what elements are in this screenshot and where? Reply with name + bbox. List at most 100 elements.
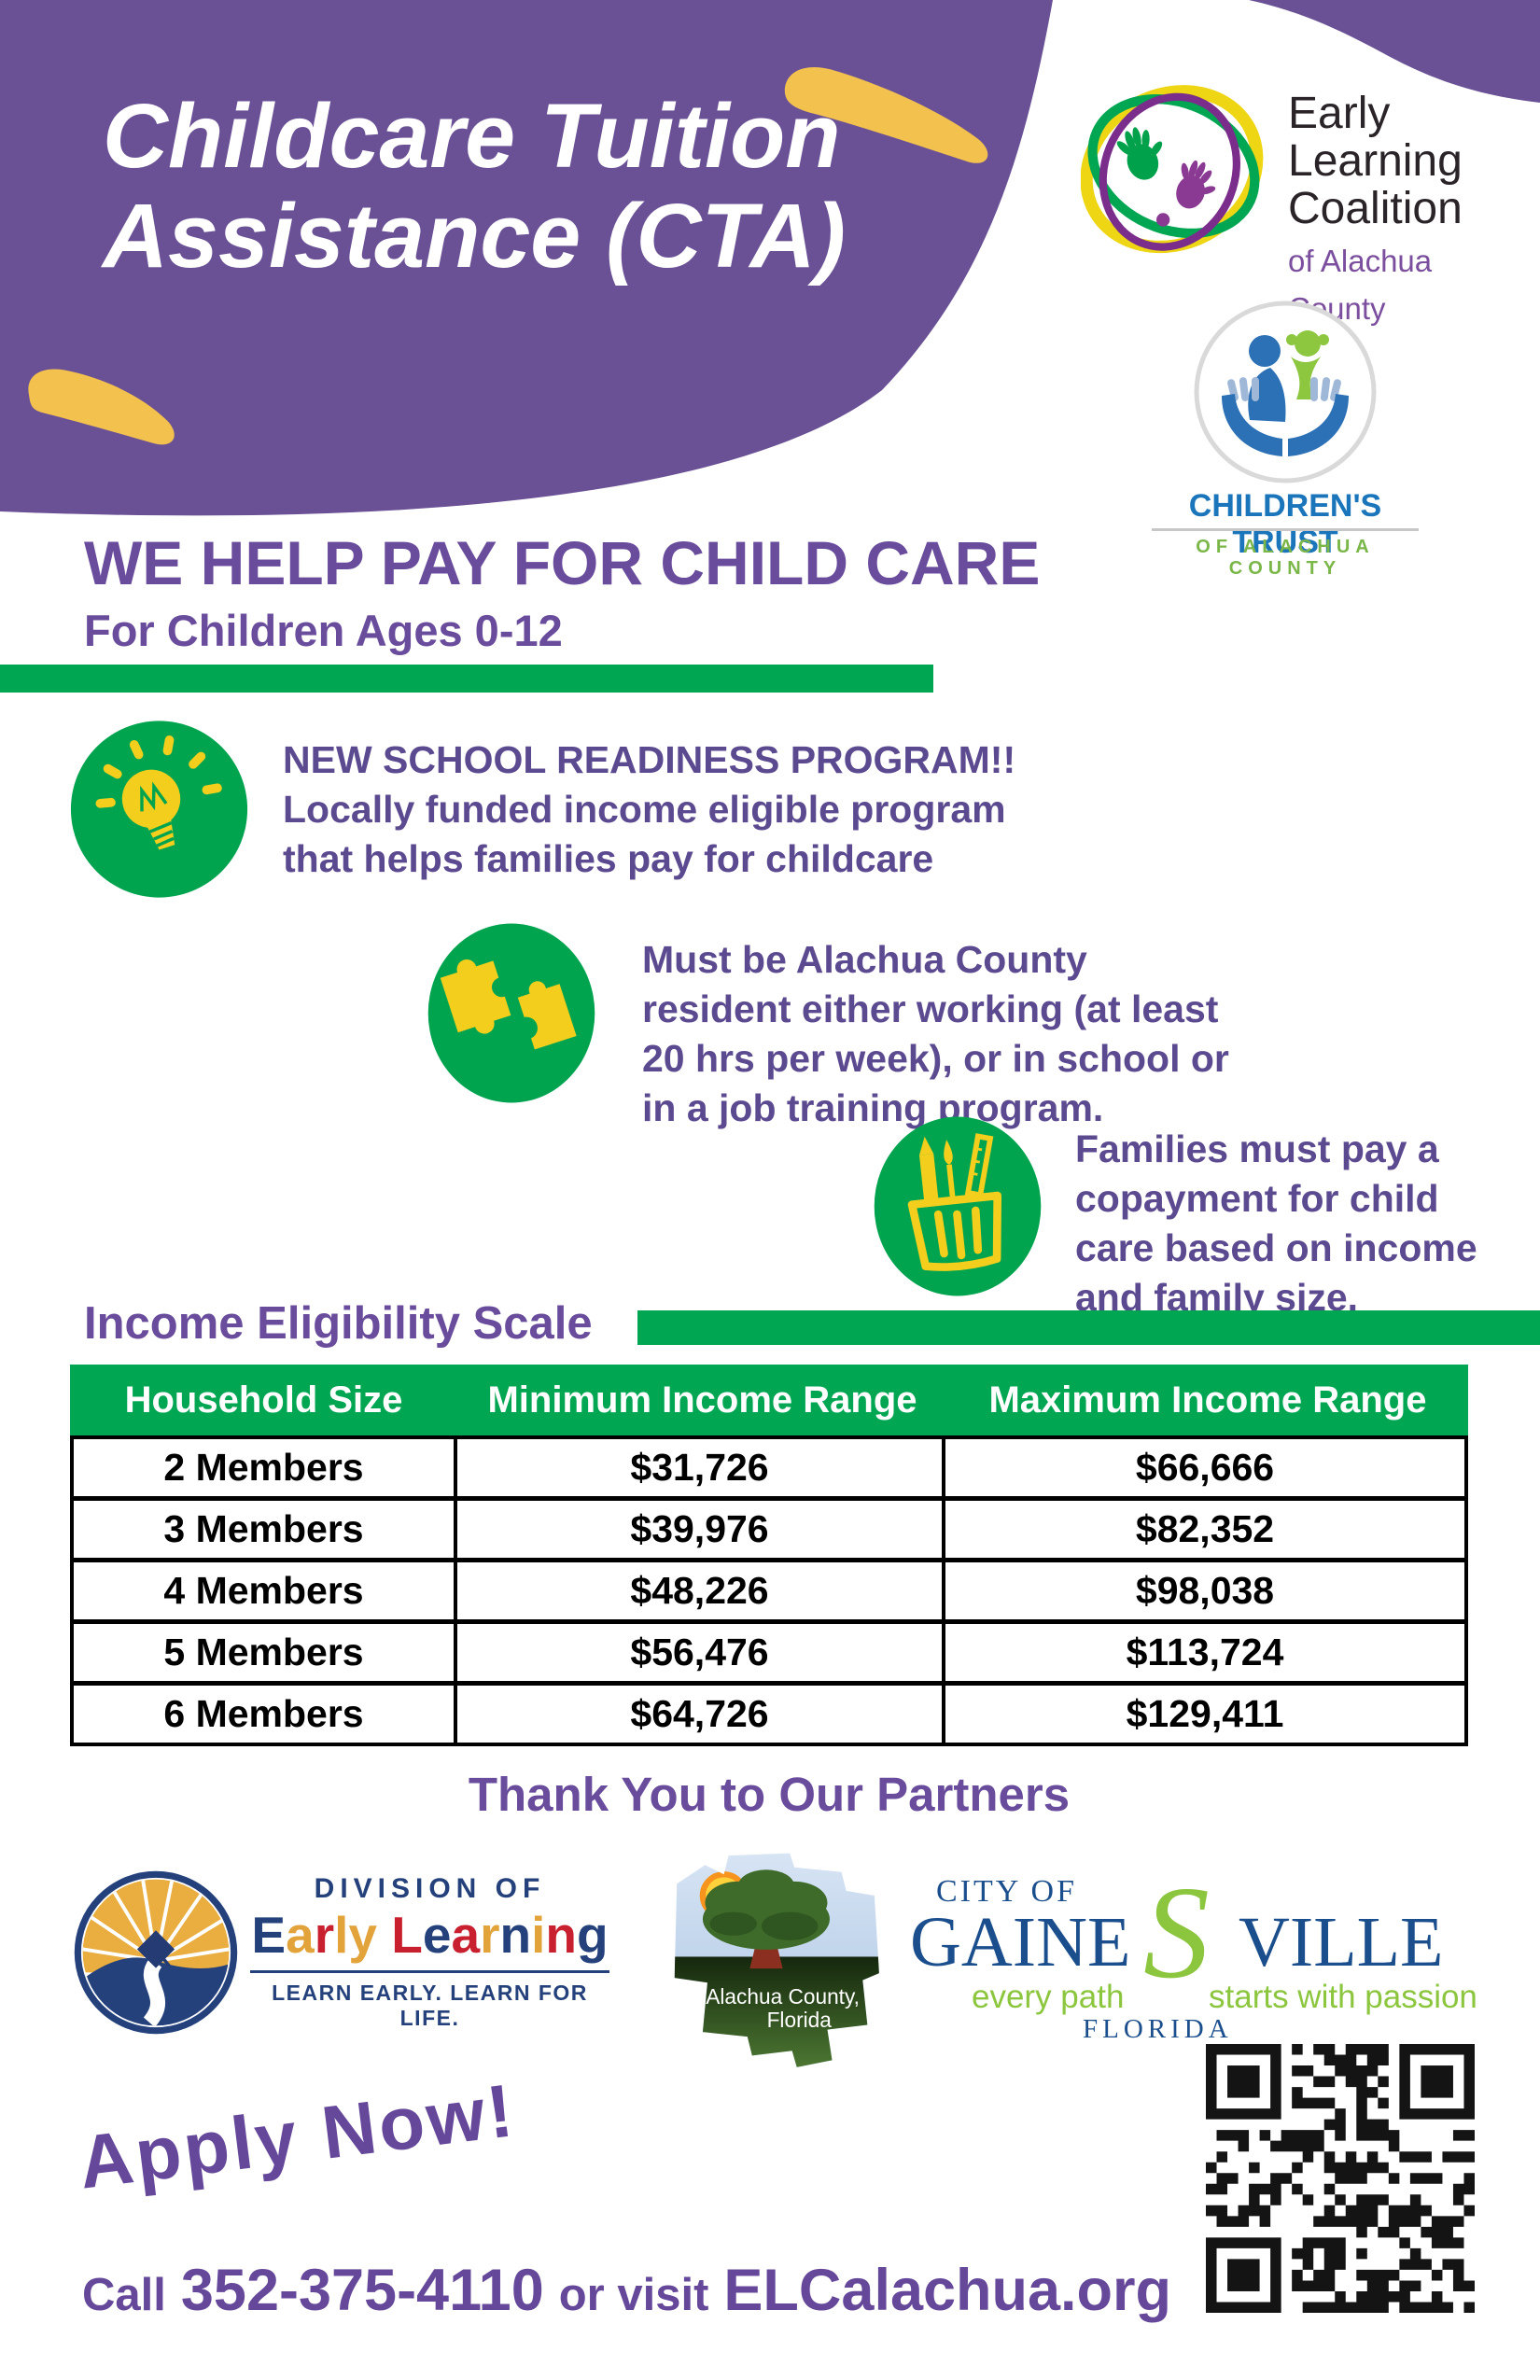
call-prefix: Call <box>82 2270 166 2320</box>
purple-dot <box>1155 213 1170 227</box>
elc-word-learning: Learning <box>1288 136 1463 186</box>
pencil-cup-icon <box>874 1116 1042 1296</box>
bullet-line: resident either working (at least <box>642 987 1219 1030</box>
del-division-of: DIVISION OF <box>314 1873 546 1904</box>
cell-max: $98,038 <box>945 1562 1464 1624</box>
cell-household: 4 Members <box>74 1562 457 1624</box>
del-divider <box>250 1970 609 1973</box>
del-tagline: LEARN EARLY. LEARN FOR LIFE. <box>272 1981 588 2030</box>
cell-household: 5 Members <box>74 1624 457 1686</box>
gv-name-right: VILLE <box>1239 1903 1444 1981</box>
partners-heading: Thank You to Our Partners <box>468 1768 1071 1821</box>
del-name: Early Learning <box>245 1905 614 1965</box>
gv-name-left: GAINE <box>910 1903 1131 1981</box>
col-header-max-income: Maximum Income Range <box>988 1379 1427 1421</box>
gv-tagline-right: starts with passion <box>1209 1979 1477 2015</box>
division-of-early-learning-logo: DIVISION OF Early Learning LEARN EARLY. … <box>73 1862 609 2049</box>
gv-tagline-left: every path <box>972 1979 1125 2015</box>
del-emblem-icon <box>74 1870 238 2035</box>
apply-now-text: Apply Now! <box>74 2068 520 2205</box>
bullet-line: care based on income <box>1075 1226 1477 1269</box>
del-letter: E <box>251 1906 287 1964</box>
gv-florida: FLORIDA <box>1083 2014 1233 2044</box>
gv-city-of: CITY OF <box>936 1874 1078 1909</box>
purple-blob-shape <box>0 0 1053 516</box>
bullet-text-2: Must be Alachua County resident either w… <box>642 935 1229 1133</box>
income-table-heading: Income Eligibility Scale <box>84 1298 593 1349</box>
yellow-bean-top <box>784 67 988 163</box>
del-letter: a <box>286 1906 315 1964</box>
del-letter: r <box>480 1906 500 1964</box>
phone-number: 352-375-4110 <box>180 2258 544 2323</box>
green-handprint-icon <box>1116 127 1163 180</box>
del-letter <box>377 1906 391 1964</box>
del-letter: e <box>422 1906 452 1964</box>
purple-handprint-icon <box>1176 160 1216 209</box>
table-row: 3 Members $39,976 $82,352 <box>74 1501 1464 1562</box>
del-letter: i <box>531 1906 546 1964</box>
purple-corner-wave <box>1249 0 1540 103</box>
header-blob-graphic <box>0 0 1540 516</box>
cell-household: 6 Members <box>74 1686 457 1743</box>
page-title-line2: Assistance (CTA) <box>103 185 846 287</box>
del-letter: L <box>391 1906 423 1964</box>
qr-finder-patterns <box>1206 2044 1475 2313</box>
elc-logo-text: Early Learning Coalition of Alachua Coun… <box>1288 90 1531 332</box>
del-letter: r <box>314 1906 335 1964</box>
green-heading-bar <box>637 1310 1540 1345</box>
connector-text: or visit <box>558 2270 709 2320</box>
del-letter: n <box>499 1906 532 1964</box>
bullet-line: Families must pay a <box>1075 1127 1439 1170</box>
cell-max: $66,666 <box>945 1439 1464 1501</box>
alachua-label-line2: Florida <box>767 2008 833 2032</box>
alachua-county-logo: Alachua County, Florida <box>674 1853 879 2067</box>
table-row: 6 Members $64,726 $129,411 <box>74 1686 1464 1743</box>
gv-script-s: S <box>1143 1858 1210 2006</box>
website-text: ELCalachua.org <box>723 2258 1172 2323</box>
bullet-line: that helps families pay for childcare <box>283 837 934 880</box>
bullet-line: Locally funded income eligible program <box>283 788 1006 831</box>
income-table: Household Size Minimum Income Range Maxi… <box>70 1365 1468 1746</box>
alachua-label-line1: Alachua County, <box>706 1984 860 2009</box>
cell-household: 3 Members <box>74 1501 457 1562</box>
childrens-trust-logo: CHILDREN'S TRUST OF ALACHUA COUNTY <box>1141 299 1430 579</box>
elc-word-early: Early <box>1288 89 1391 138</box>
col-header-household-size: Household Size <box>124 1379 403 1421</box>
page-title: Childcare Tuition Assistance (CTA) <box>103 86 846 286</box>
green-divider-bar <box>0 665 933 693</box>
bullet-text-3: Families must pay a copayment for child … <box>1075 1125 1477 1323</box>
col-header-min-income: Minimum Income Range <box>487 1379 917 1421</box>
elc-word-coalition: Coalition <box>1288 184 1463 233</box>
del-letter: a <box>451 1906 481 1964</box>
table-row: 2 Members $31,726 $66,666 <box>74 1439 1464 1501</box>
del-letter: l <box>334 1906 349 1964</box>
bullet-line: NEW SCHOOL READINESS PROGRAM!! <box>283 738 1016 781</box>
contact-line: Call 352-375-4110 or visit ELCalachua.org <box>82 2257 1171 2324</box>
puzzle-icon <box>427 923 595 1103</box>
bullet-line: in a job training program. <box>642 1086 1104 1129</box>
intro-subheading: For Children Ages 0-12 <box>84 606 563 655</box>
bullet-line: Must be Alachua County <box>642 938 1087 981</box>
bullet-text-1: NEW SCHOOL READINESS PROGRAM!! Locally f… <box>283 735 1015 884</box>
bullet-line: 20 hrs per week), or in school or <box>642 1037 1229 1080</box>
table-row: 4 Members $48,226 $98,038 <box>74 1562 1464 1624</box>
childrens-trust-icon <box>1194 301 1377 483</box>
page-title-line1: Childcare Tuition <box>103 85 841 187</box>
childrens-trust-divider <box>1152 528 1419 531</box>
cell-min: $39,976 <box>457 1501 945 1562</box>
cell-household: 2 Members <box>74 1439 457 1501</box>
del-letter: g <box>576 1906 609 1964</box>
bullet-line: copayment for child <box>1075 1177 1439 1220</box>
del-letter: n <box>545 1906 577 1964</box>
yellow-bean-left <box>28 369 175 445</box>
del-letter: y <box>348 1906 377 1964</box>
cell-min: $64,726 <box>457 1686 945 1743</box>
cell-min: $31,726 <box>457 1439 945 1501</box>
income-table-body: 2 Members $31,726 $66,666 3 Members $39,… <box>70 1435 1468 1746</box>
cell-min: $48,226 <box>457 1562 945 1624</box>
income-table-header-row: Household Size Minimum Income Range Maxi… <box>70 1365 1468 1435</box>
cell-min: $56,476 <box>457 1624 945 1686</box>
lightbulb-icon <box>70 721 248 898</box>
gainesville-logo: CITY OF GAINE S VILLE every path starts … <box>910 1858 1479 2044</box>
